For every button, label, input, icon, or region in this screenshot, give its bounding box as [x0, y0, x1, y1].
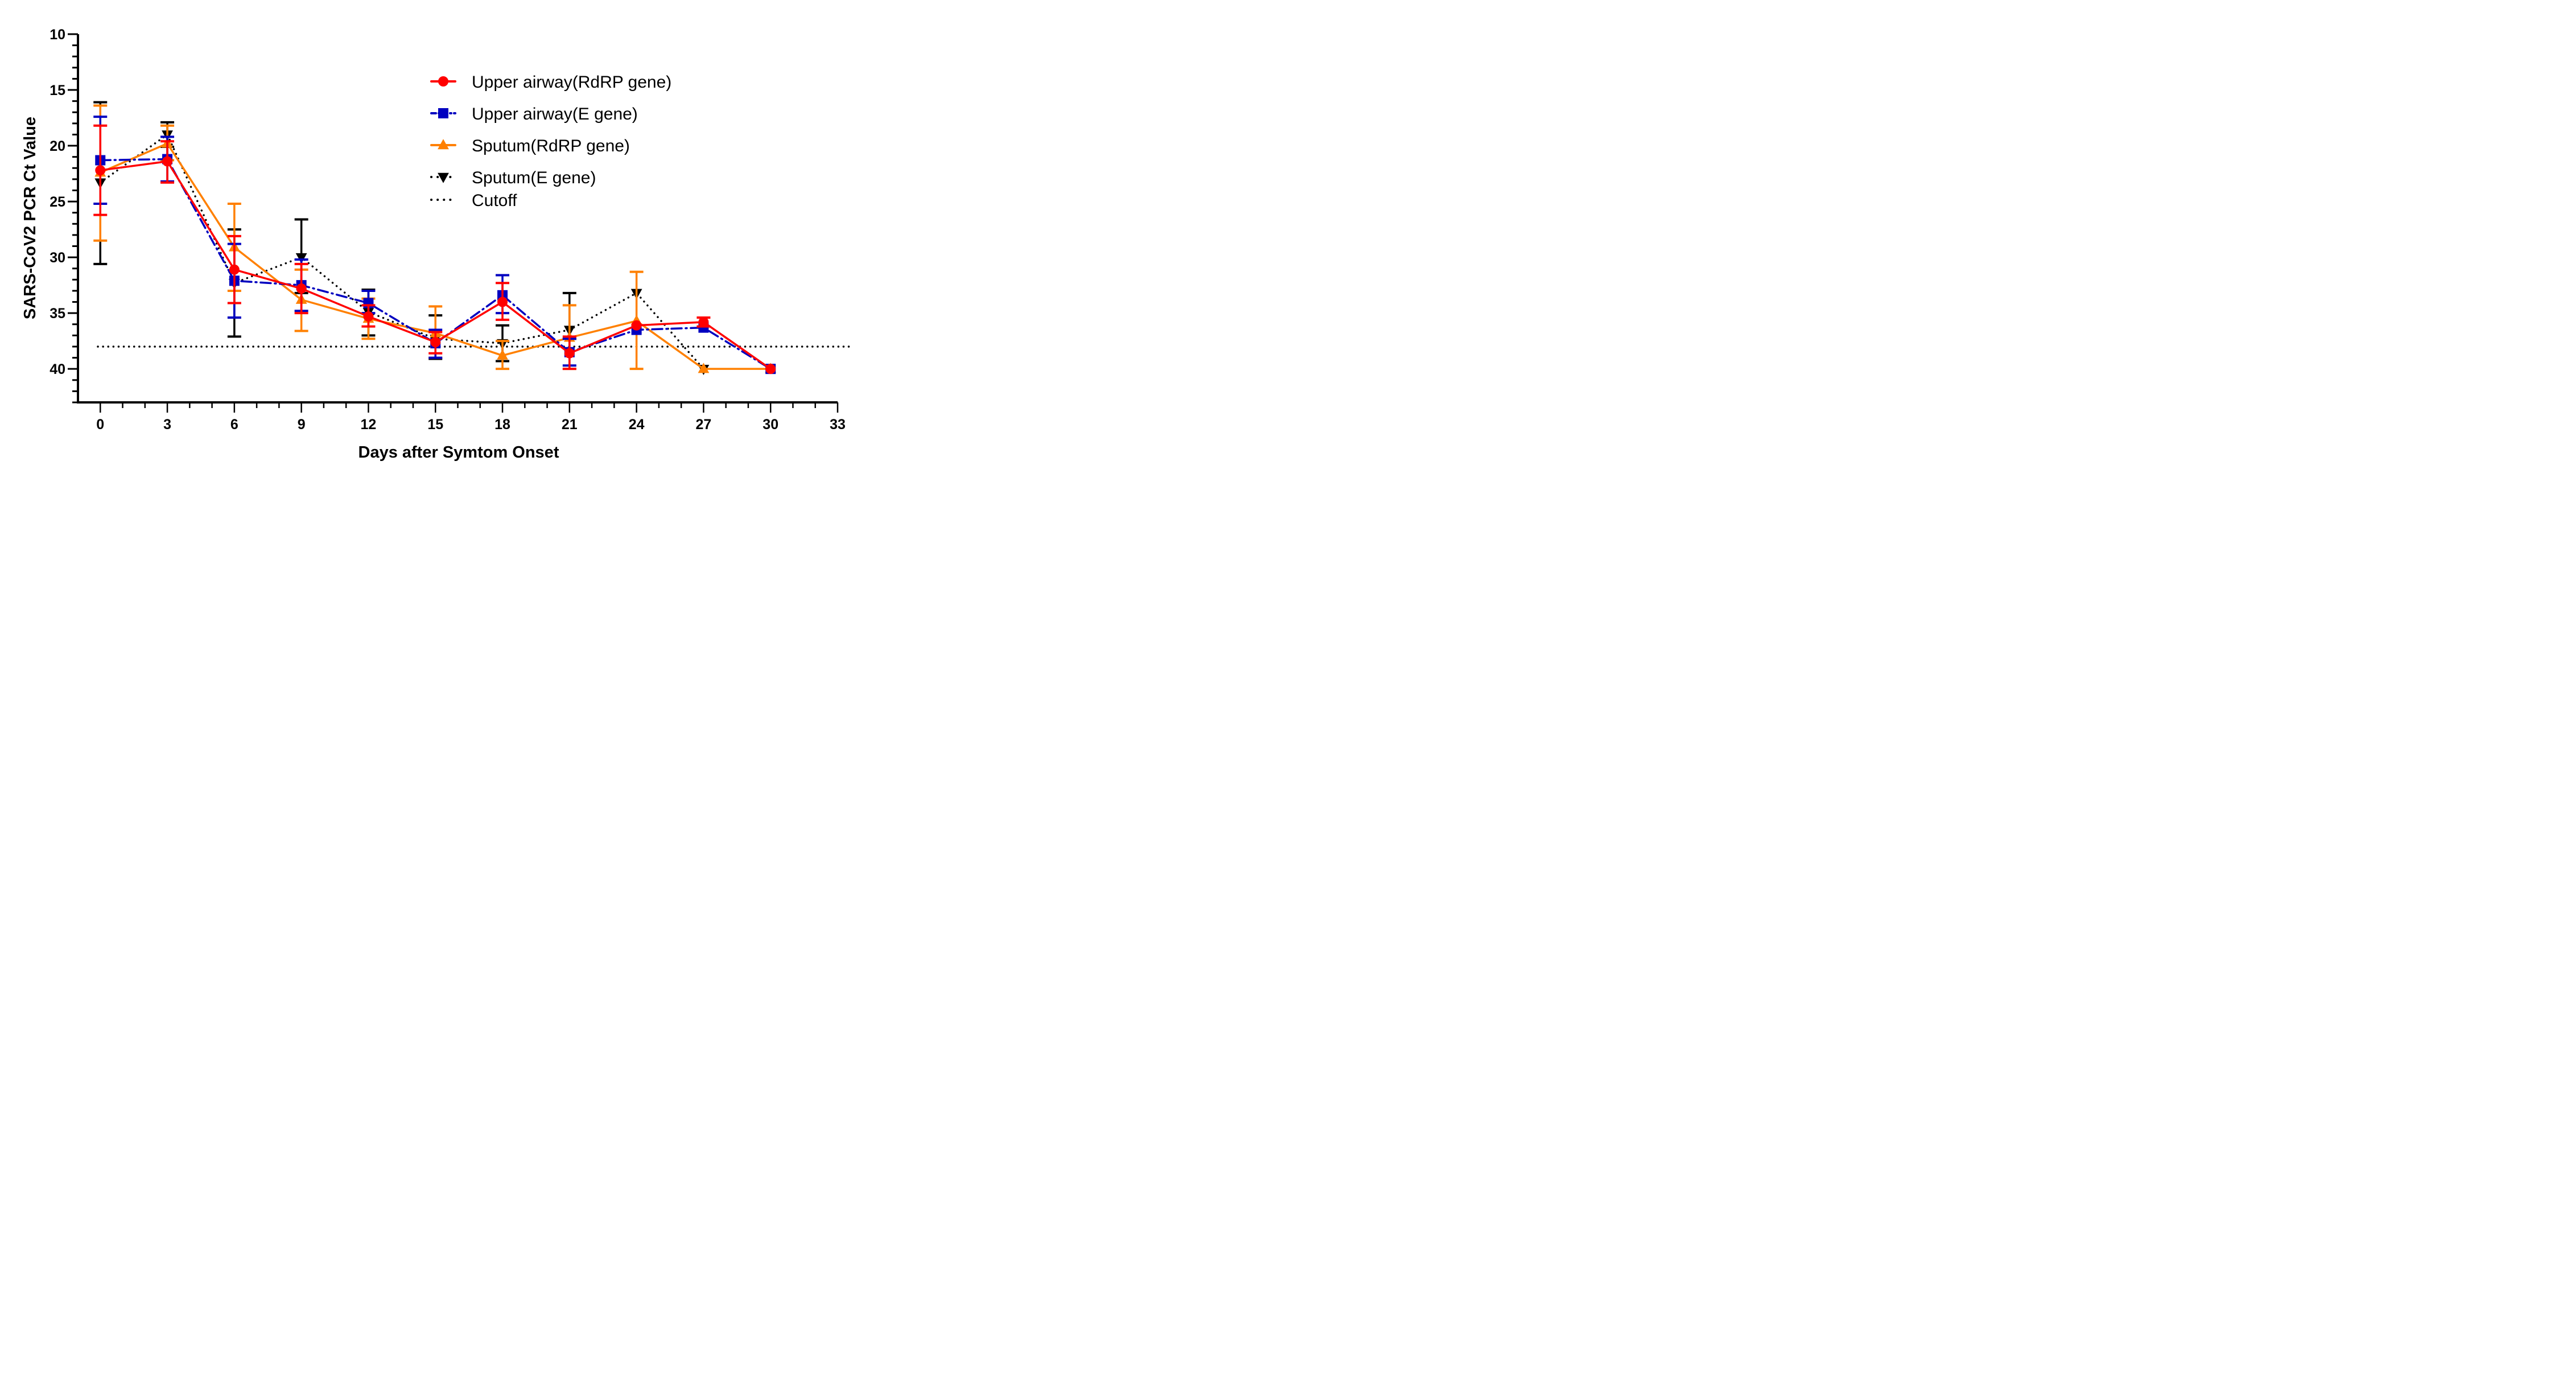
x-tick-label: 33 — [830, 417, 846, 433]
series-line — [99, 133, 705, 370]
x-tick-label: 9 — [298, 417, 306, 433]
x-tick-label: 21 — [562, 417, 578, 433]
data-point — [631, 320, 642, 331]
y-tick-label: 30 — [50, 250, 65, 266]
x-tick-label: 0 — [96, 417, 104, 433]
legend-swatch-marker — [438, 76, 448, 87]
y-ticks: 10 15 20 25 30 35 40 — [50, 27, 78, 404]
legend-label: Sputum(E gene) — [472, 168, 596, 187]
y-tick-label: 25 — [50, 194, 65, 210]
data-point — [698, 316, 709, 327]
legend-label: Upper airway(E gene) — [472, 105, 638, 124]
x-tick-label: 27 — [696, 417, 712, 433]
data-point — [162, 156, 173, 167]
legend-item: Upper airway(E gene) — [430, 105, 638, 124]
data-point — [363, 311, 374, 322]
legend-item: Upper airway(RdRP gene) — [430, 73, 671, 92]
x-tick-label: 3 — [163, 417, 171, 433]
axes: 10 15 20 25 30 35 40 0 3 6 9 12 15 18 21 24 27 30 33 — [50, 27, 846, 433]
x-tick-label: 18 — [494, 417, 510, 433]
legend-label: Upper airway(RdRP gene) — [472, 73, 671, 92]
y-tick-label: 40 — [50, 361, 65, 377]
y-tick-label: 35 — [50, 306, 65, 322]
y-axis-title: SARS-CoV2 PCR Ct Value — [21, 117, 39, 319]
series-layer — [93, 101, 777, 375]
data-point — [765, 364, 776, 374]
x-axis-title: Days after Symtom Onset — [358, 443, 559, 462]
data-point — [229, 264, 240, 275]
data-point — [295, 253, 307, 264]
data-point — [497, 297, 508, 307]
legend-swatch-marker — [438, 172, 449, 183]
legend: Upper airway(RdRP gene) Upper airway(E ge… — [430, 73, 671, 210]
data-point — [95, 165, 106, 176]
y-tick-label: 20 — [50, 138, 65, 154]
legend-label: Cutoff — [472, 191, 517, 210]
data-point — [430, 337, 441, 348]
x-tick-label: 24 — [629, 417, 645, 433]
legend-swatch-marker — [438, 108, 448, 118]
x-tick-label: 12 — [361, 417, 377, 433]
x-tick-label: 15 — [427, 417, 443, 433]
legend-label: Sputum(RdRP gene) — [472, 137, 630, 155]
y-tick-label: 15 — [50, 83, 65, 98]
y-tick-label: 10 — [50, 27, 65, 43]
data-point — [296, 283, 307, 294]
data-point — [497, 349, 508, 360]
legend-item: Sputum(RdRP gene) — [430, 137, 630, 155]
series-0 — [93, 124, 776, 374]
x-ticks: 0 3 6 9 12 15 18 21 24 27 30 33 — [96, 402, 846, 433]
legend-item: Cutoff — [430, 191, 517, 210]
x-tick-label: 6 — [230, 417, 238, 433]
legend-item: Sputum(E gene) — [430, 168, 596, 187]
data-point — [564, 348, 575, 359]
chart: 10 15 20 25 30 35 40 0 3 6 9 12 15 18 21 24 27 30 33 Days… — [21, 27, 850, 462]
x-tick-label: 30 — [763, 417, 778, 433]
legend-swatch-marker — [438, 139, 449, 150]
data-point — [698, 363, 710, 373]
